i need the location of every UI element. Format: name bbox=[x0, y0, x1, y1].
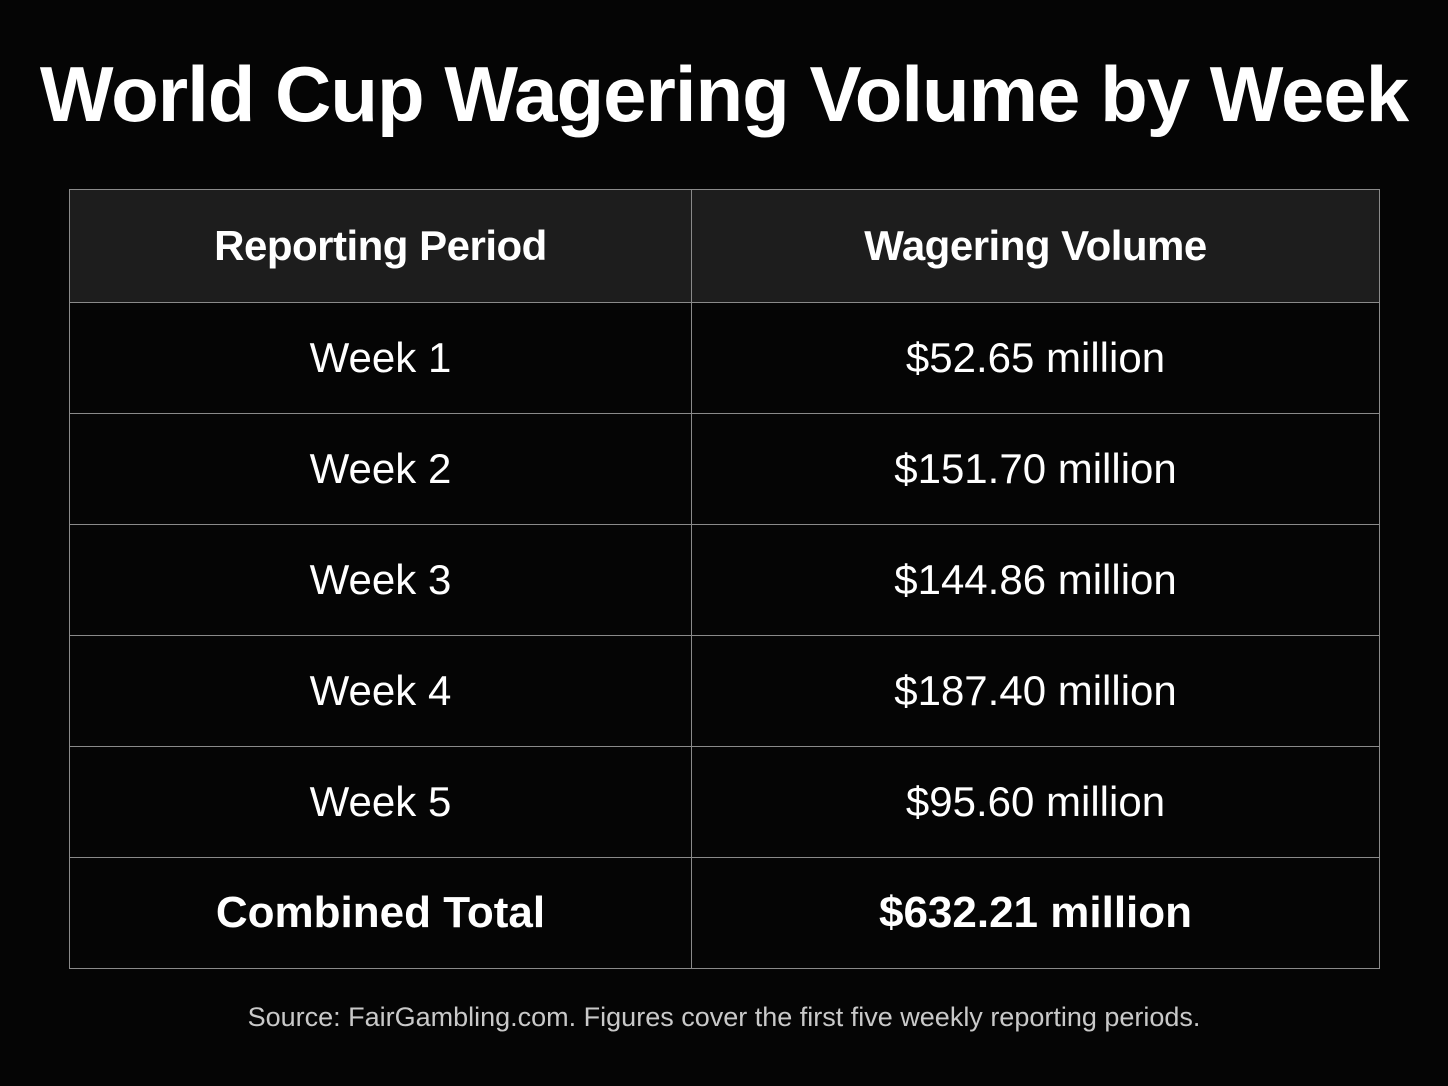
total-row: Combined Total $632.21 million bbox=[69, 857, 1380, 969]
period-cell: Week 3 bbox=[69, 524, 692, 636]
table-row: Week 3 $144.86 million bbox=[69, 524, 1380, 636]
wagering-table: Reporting Period Wagering Volume Week 1 … bbox=[69, 189, 1380, 969]
total-volume-cell: $632.21 million bbox=[691, 857, 1380, 969]
wagering-table-container: Reporting Period Wagering Volume Week 1 … bbox=[69, 189, 1380, 969]
table-row: Week 4 $187.40 million bbox=[69, 635, 1380, 747]
period-cell: Week 1 bbox=[69, 302, 692, 414]
period-cell: Week 2 bbox=[69, 413, 692, 525]
column-header-volume: Wagering Volume bbox=[691, 189, 1380, 303]
volume-cell: $144.86 million bbox=[691, 524, 1380, 636]
volume-cell: $151.70 million bbox=[691, 413, 1380, 525]
table-row: Week 1 $52.65 million bbox=[69, 302, 1380, 414]
chart-title: World Cup Wagering Volume by Week bbox=[39, 50, 1409, 138]
source-footnote: Source: FairGambling.com. Figures cover … bbox=[247, 1002, 1201, 1032]
volume-cell: $52.65 million bbox=[691, 302, 1380, 414]
table-header-row: Reporting Period Wagering Volume bbox=[69, 189, 1380, 303]
table-row: Week 2 $151.70 million bbox=[69, 413, 1380, 525]
volume-cell: $187.40 million bbox=[691, 635, 1380, 747]
period-cell: Week 4 bbox=[69, 635, 692, 747]
period-cell: Week 5 bbox=[69, 746, 692, 858]
column-header-period: Reporting Period bbox=[69, 189, 692, 303]
table-row: Week 5 $95.60 million bbox=[69, 746, 1380, 858]
total-label-cell: Combined Total bbox=[69, 857, 692, 969]
volume-cell: $95.60 million bbox=[691, 746, 1380, 858]
